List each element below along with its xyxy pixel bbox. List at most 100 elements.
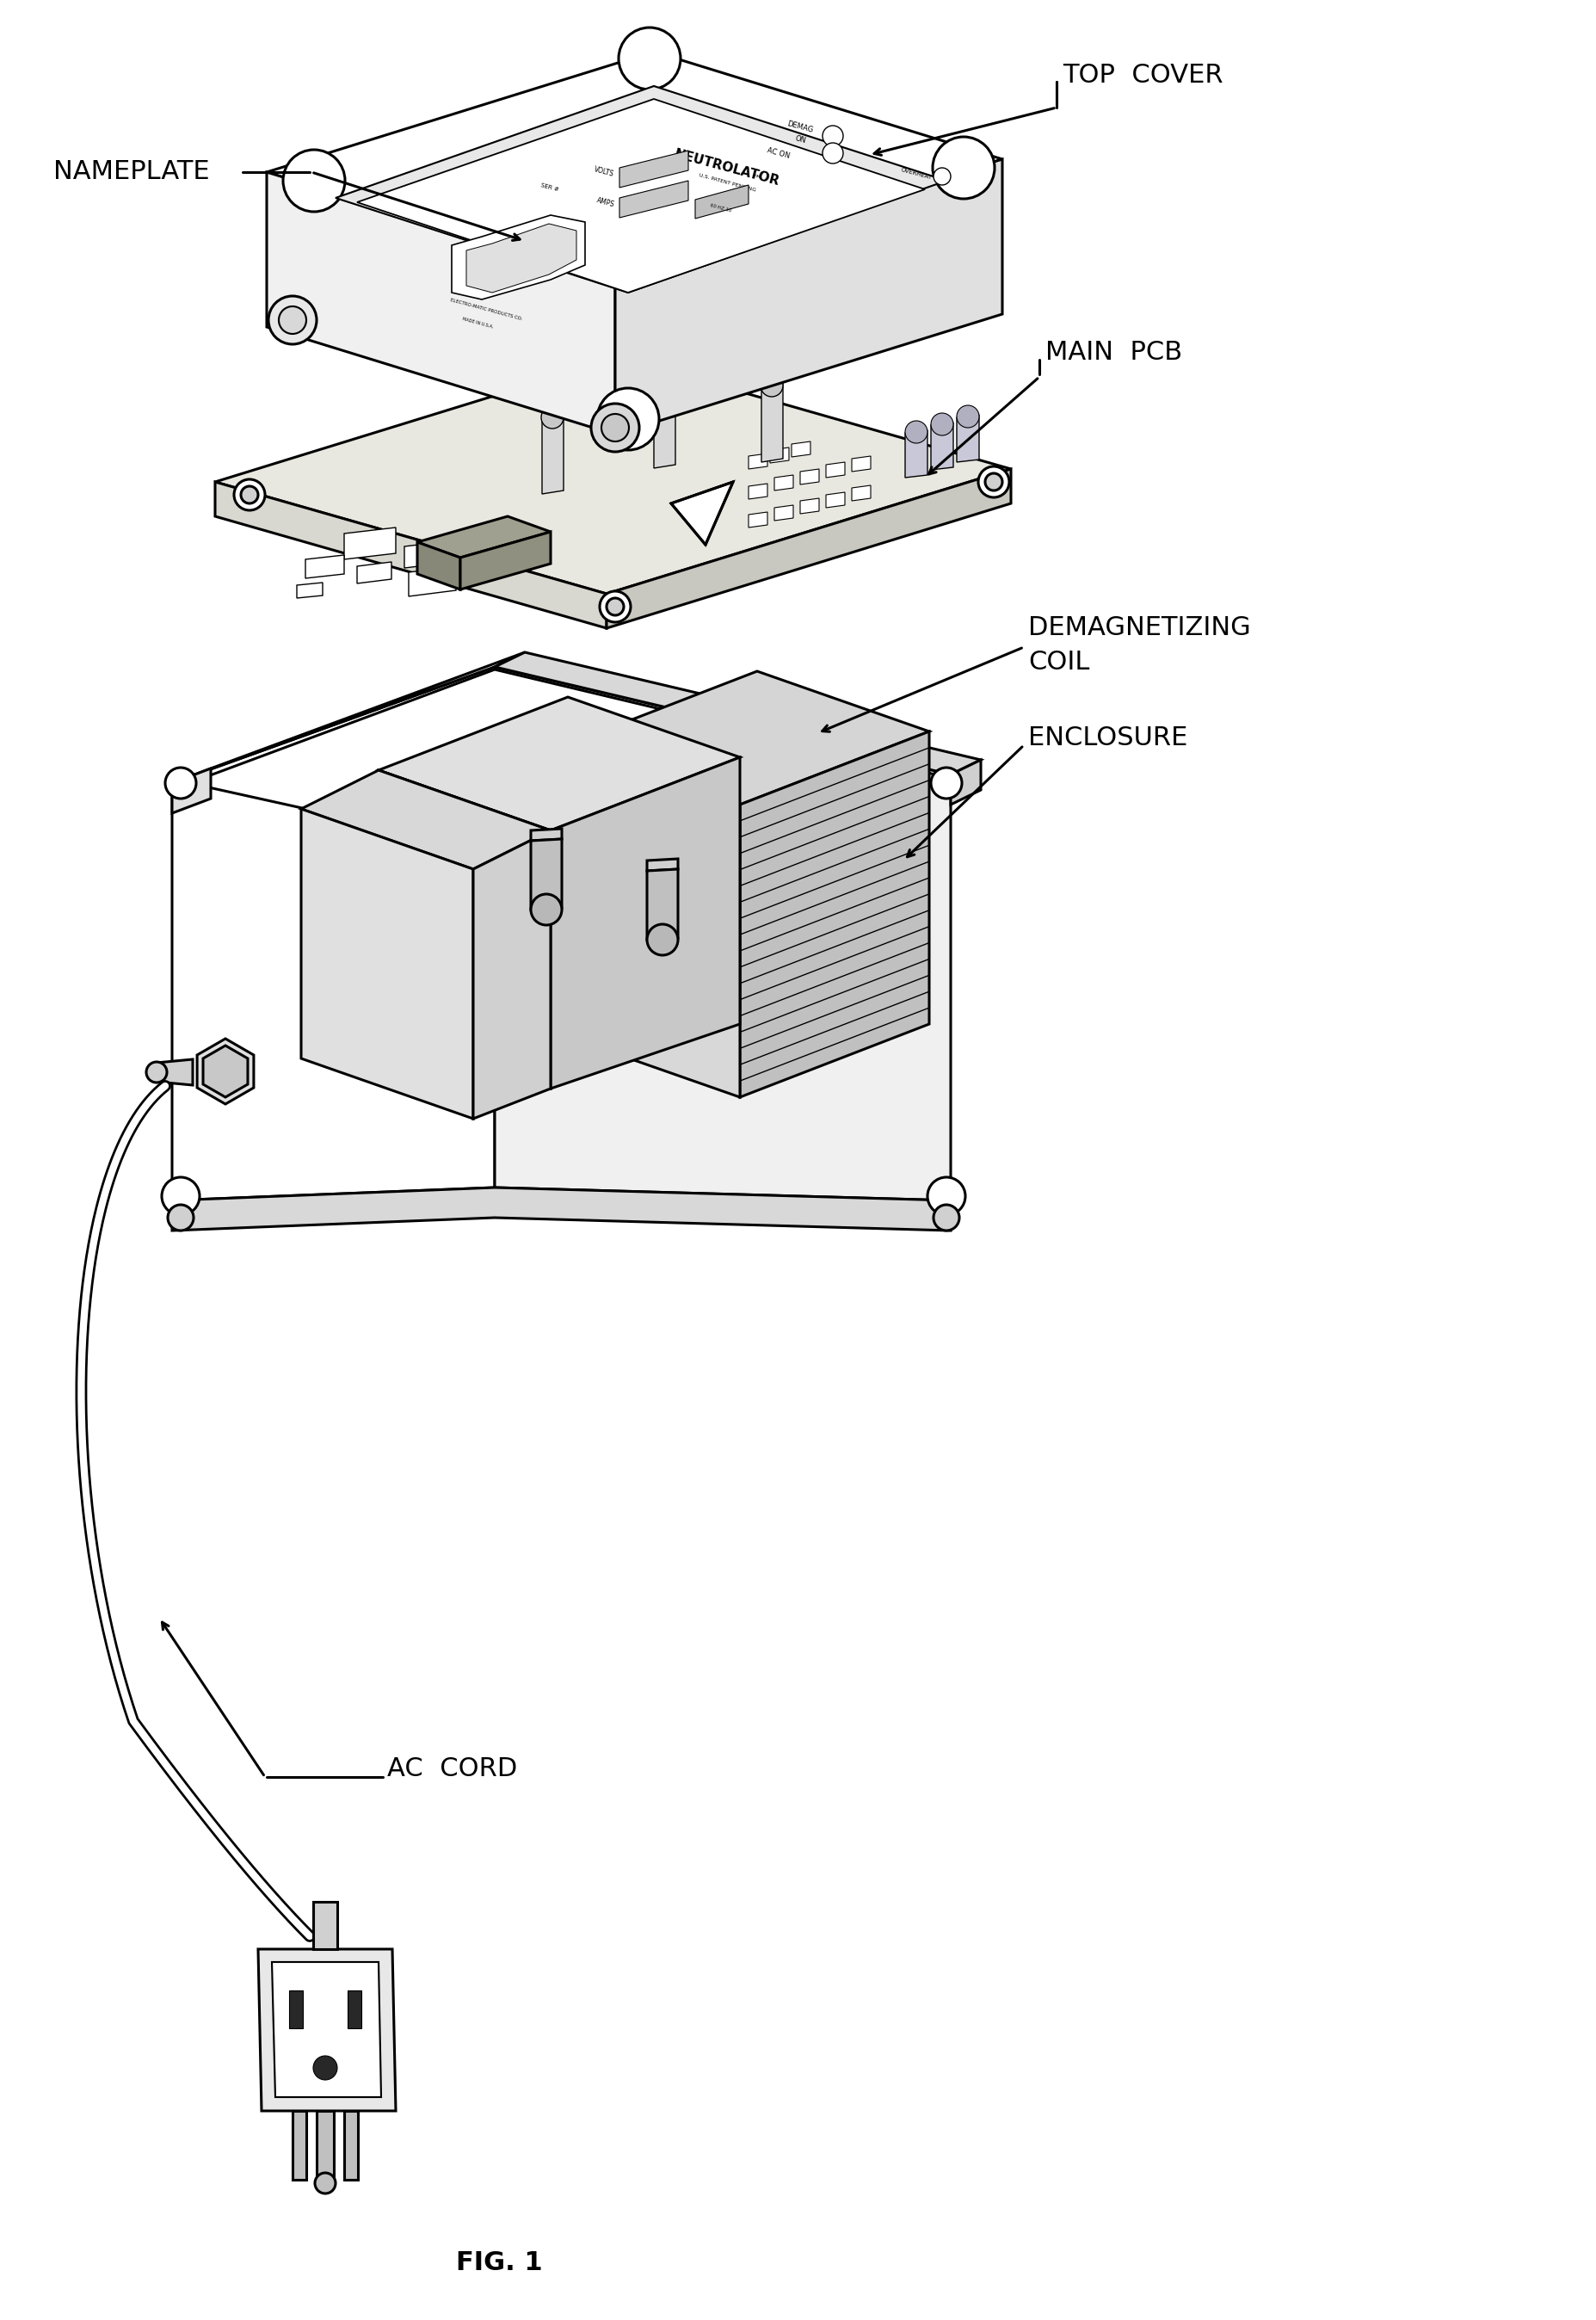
Polygon shape [196, 1039, 254, 1104]
Circle shape [930, 413, 953, 436]
Polygon shape [358, 561, 391, 582]
Text: MADE IN U.S.A.: MADE IN U.S.A. [461, 316, 493, 329]
Polygon shape [646, 858, 678, 870]
Polygon shape [417, 543, 460, 589]
Text: AC ON: AC ON [766, 146, 790, 160]
Polygon shape [409, 566, 456, 596]
Polygon shape [358, 100, 924, 292]
Polygon shape [825, 492, 844, 508]
Circle shape [313, 2056, 337, 2081]
Polygon shape [739, 731, 929, 1097]
Circle shape [600, 592, 630, 622]
Circle shape [927, 1176, 966, 1216]
Text: MAIN  PCB: MAIN PCB [1045, 341, 1181, 364]
Text: DEMAG: DEMAG [785, 121, 814, 135]
Text: U.S. PATENT PENDING: U.S. PATENT PENDING [697, 172, 755, 193]
Text: NAMEPLATE: NAMEPLATE [53, 160, 209, 186]
Circle shape [956, 406, 978, 427]
Polygon shape [348, 1991, 361, 2028]
Polygon shape [568, 670, 929, 805]
Polygon shape [769, 448, 788, 464]
Polygon shape [404, 541, 447, 568]
Circle shape [314, 2174, 335, 2192]
Circle shape [985, 473, 1002, 490]
Polygon shape [378, 770, 551, 1088]
Circle shape [602, 413, 629, 441]
Polygon shape [614, 160, 1002, 434]
Polygon shape [606, 469, 1010, 629]
Polygon shape [302, 810, 472, 1118]
Polygon shape [172, 768, 211, 814]
Text: AMPS: AMPS [595, 197, 614, 209]
Polygon shape [694, 186, 749, 218]
Polygon shape [271, 1963, 381, 2097]
Polygon shape [774, 506, 793, 520]
Circle shape [164, 768, 196, 798]
Circle shape [618, 28, 680, 90]
Polygon shape [495, 652, 980, 775]
Polygon shape [825, 462, 844, 478]
Circle shape [591, 404, 638, 452]
Circle shape [932, 137, 994, 200]
Polygon shape [203, 1046, 247, 1097]
Circle shape [760, 374, 782, 397]
Polygon shape [292, 2111, 306, 2181]
Polygon shape [215, 483, 606, 629]
Circle shape [930, 768, 961, 798]
Polygon shape [417, 517, 551, 557]
Polygon shape [302, 770, 551, 870]
Polygon shape [378, 696, 739, 831]
Circle shape [653, 380, 675, 404]
Polygon shape [267, 51, 1002, 281]
Polygon shape [761, 383, 782, 462]
Circle shape [279, 306, 306, 334]
Polygon shape [215, 357, 1010, 594]
Circle shape [606, 599, 624, 615]
Polygon shape [851, 457, 870, 471]
Polygon shape [452, 216, 584, 299]
Polygon shape [172, 652, 525, 784]
Polygon shape [316, 2111, 334, 2181]
Circle shape [541, 406, 563, 429]
Polygon shape [956, 415, 978, 462]
Text: 60 HZ 10: 60 HZ 10 [710, 204, 731, 213]
Circle shape [147, 1063, 168, 1083]
Polygon shape [530, 828, 562, 840]
Circle shape [934, 1204, 959, 1230]
Polygon shape [156, 1060, 193, 1086]
Polygon shape [172, 666, 495, 1199]
Circle shape [161, 1176, 200, 1216]
Polygon shape [568, 745, 739, 1097]
Polygon shape [749, 513, 768, 527]
Polygon shape [289, 1991, 303, 2028]
Circle shape [168, 1204, 193, 1230]
Polygon shape [345, 527, 396, 559]
Text: COIL: COIL [1028, 650, 1088, 675]
Text: VOLTS: VOLTS [594, 165, 614, 179]
Polygon shape [495, 666, 950, 1199]
Polygon shape [749, 452, 768, 469]
Polygon shape [530, 840, 562, 909]
Circle shape [530, 893, 562, 926]
Text: OVERHEAT: OVERHEAT [900, 167, 932, 181]
Text: ON: ON [793, 135, 806, 144]
Polygon shape [749, 483, 768, 499]
Polygon shape [190, 670, 942, 882]
Polygon shape [792, 441, 811, 457]
Text: NEUTROLATOR: NEUTROLATOR [672, 148, 780, 188]
Circle shape [282, 151, 345, 211]
Circle shape [822, 144, 843, 162]
Polygon shape [172, 1188, 950, 1230]
Polygon shape [653, 387, 675, 469]
Text: SER #: SER # [539, 183, 559, 193]
Polygon shape [646, 870, 678, 940]
Circle shape [241, 487, 259, 503]
Polygon shape [259, 1949, 396, 2111]
Circle shape [594, 362, 611, 378]
Polygon shape [512, 541, 544, 559]
Circle shape [268, 297, 316, 343]
Circle shape [646, 923, 678, 956]
Polygon shape [466, 223, 576, 292]
Polygon shape [905, 429, 927, 478]
Text: AC  CORD: AC CORD [386, 1756, 517, 1782]
